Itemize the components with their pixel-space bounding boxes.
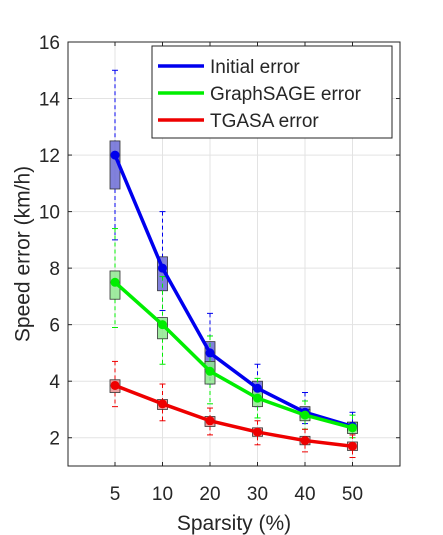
data-point <box>110 150 120 160</box>
y-tick-label: 6 <box>49 316 60 337</box>
data-point <box>110 380 120 390</box>
plot-frame <box>67 41 401 467</box>
legend: Initial error GraphSAGE error TGASA error <box>151 45 393 139</box>
x-tick-label: 20 <box>199 484 220 505</box>
legend-label: GraphSAGE error <box>210 84 362 105</box>
y-tick-label: 12 <box>39 146 60 167</box>
data-point <box>300 410 310 420</box>
data-point <box>300 436 310 446</box>
y-tick-label: 16 <box>39 33 60 54</box>
data-point <box>205 348 215 358</box>
series-line <box>113 280 353 430</box>
legend-label: Initial error <box>210 57 300 78</box>
x-tick-label: 10 <box>152 484 173 505</box>
y-axis-title: Speed error (km/h) <box>12 166 35 342</box>
series-line <box>113 154 353 429</box>
data-point <box>205 416 215 426</box>
y-tick-label: 10 <box>39 203 60 224</box>
data-point <box>253 427 262 437</box>
x-axis-title: Sparsity (%) <box>177 512 291 535</box>
data-point <box>158 320 167 330</box>
data-point <box>253 383 262 393</box>
data-point <box>348 423 357 433</box>
x-tick-label: 30 <box>247 484 268 505</box>
x-tick-label: 50 <box>342 484 363 505</box>
data-point <box>158 263 167 273</box>
y-tick-label: 4 <box>49 372 60 393</box>
x-tick-label: 5 <box>110 484 121 505</box>
data-point <box>110 277 120 287</box>
data-point <box>158 399 167 409</box>
y-tick-label: 14 <box>39 90 61 111</box>
data-point <box>205 366 215 376</box>
series-lines <box>110 150 357 451</box>
y-tick-label: 8 <box>49 259 60 280</box>
series-line <box>114 383 353 448</box>
axis-ticks: 2 4 6 8 10 12 14 16 5 10 20 30 40 50 <box>39 33 400 505</box>
legend-label: TGASA error <box>210 111 319 132</box>
data-point <box>253 393 262 403</box>
data-point <box>348 441 357 451</box>
x-tick-label: 40 <box>294 484 315 505</box>
y-tick-label: 2 <box>49 429 60 450</box>
